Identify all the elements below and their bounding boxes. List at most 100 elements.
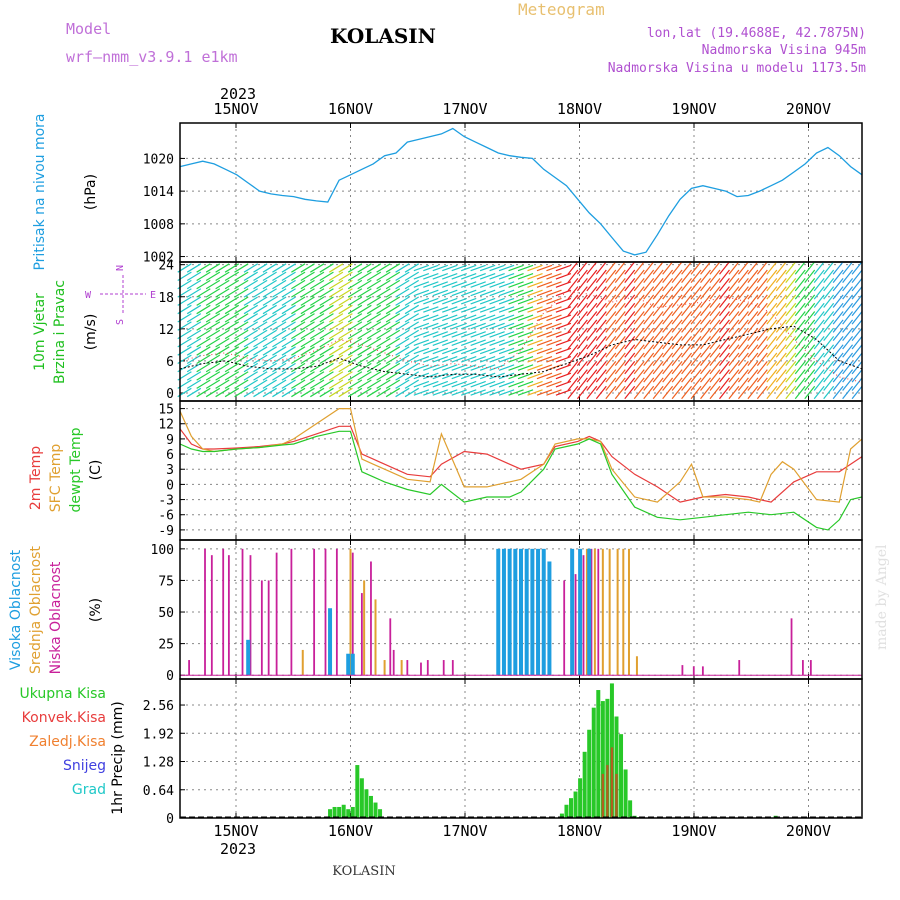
wind-arrow xyxy=(460,355,477,363)
wind-arrow xyxy=(576,261,588,275)
wind-arrow xyxy=(595,302,607,317)
wind-arrow xyxy=(224,304,240,315)
wind-arrow xyxy=(196,304,211,315)
wind-arrow xyxy=(567,269,579,283)
y-tick-label: -6 xyxy=(158,509,174,524)
wind-arrow xyxy=(737,311,749,325)
wind-arrow xyxy=(804,269,816,283)
wind-arrow xyxy=(291,329,306,340)
wind-arrow xyxy=(310,346,325,356)
wind-arrow xyxy=(489,281,505,288)
wind-arrow xyxy=(775,369,787,383)
wind-arrow xyxy=(253,354,268,364)
wind-arrow xyxy=(728,286,740,300)
mid-cloud-bar xyxy=(622,548,625,676)
wind-arrow xyxy=(671,336,683,350)
wind-arrow xyxy=(310,321,325,331)
wind-arrow xyxy=(347,371,363,381)
wind-arrow xyxy=(728,352,740,366)
wind-arrow xyxy=(700,286,711,300)
wind-arrow xyxy=(328,288,344,298)
wind-arrow xyxy=(586,377,598,391)
wind-arrow xyxy=(851,336,863,350)
wind-arrow xyxy=(595,261,607,275)
wind-arrow xyxy=(310,329,325,340)
low-cloud-bar xyxy=(392,649,395,676)
wind-arrow xyxy=(652,319,664,333)
wind-arrow xyxy=(652,369,664,383)
wind-arrow xyxy=(215,321,230,331)
wind-arrow xyxy=(432,272,449,280)
wind-arrow xyxy=(243,362,258,373)
wind-arrow xyxy=(567,294,579,308)
wind-arrow xyxy=(376,346,391,356)
wind-arrow xyxy=(300,379,315,389)
wind-arrow xyxy=(605,344,617,358)
wind-arrow xyxy=(404,379,420,389)
wind-arrow xyxy=(470,322,486,330)
wind-arrow xyxy=(728,344,740,358)
wind-arrow xyxy=(385,304,401,315)
wind-arrow xyxy=(300,346,315,356)
wind-arrow xyxy=(527,314,543,322)
wind-arrow xyxy=(508,306,524,313)
wind-arrow xyxy=(291,313,306,323)
wind-arrow xyxy=(813,269,825,283)
wind-arrow xyxy=(624,385,636,400)
wind-arrow xyxy=(281,346,296,356)
wind-arrow xyxy=(205,288,221,298)
wind-arrow xyxy=(595,277,607,292)
wind-arrow xyxy=(376,271,391,281)
wind-arrow xyxy=(605,385,617,400)
wind-arrow xyxy=(624,261,636,275)
wind-arrow xyxy=(423,364,439,371)
wind-arrow xyxy=(633,277,645,292)
wind-arrow xyxy=(756,344,768,358)
wind-arrow xyxy=(813,360,825,375)
mid-cloud-bar xyxy=(608,548,611,676)
wind-arrow xyxy=(671,277,683,292)
wind-arrow xyxy=(186,354,202,364)
wind-arrow xyxy=(442,272,458,280)
wind-arrow xyxy=(310,288,325,298)
wind-arrow xyxy=(328,304,344,315)
wind-arrow xyxy=(643,277,655,292)
bottom-day-label: 16NOV xyxy=(328,822,373,840)
wind-arrow xyxy=(234,354,249,364)
wind-arrow xyxy=(517,389,534,396)
wind-arrow xyxy=(576,385,588,400)
wind-arrow xyxy=(756,261,768,275)
wind-arrow xyxy=(196,313,211,323)
wind-arrow xyxy=(804,302,816,317)
wind-arrow xyxy=(347,279,363,290)
wind-arrow xyxy=(423,389,439,396)
conv-precip-bar xyxy=(615,773,618,818)
wind-arrow xyxy=(633,385,645,400)
wind-arrow xyxy=(851,377,863,391)
wind-arrow xyxy=(527,339,543,347)
wind-arrow xyxy=(756,311,768,325)
wind-arrow xyxy=(489,364,505,371)
wind-arrow xyxy=(785,277,797,292)
wind-arrow xyxy=(272,371,287,381)
wind-arrow xyxy=(643,261,655,275)
wind-arrow xyxy=(460,339,477,347)
wind-arrow xyxy=(205,263,221,273)
wind-arrow xyxy=(310,263,325,273)
coords-label: lon,lat (19.4688E, 42.7875N) xyxy=(647,26,866,41)
cloud-unit-label: (%) xyxy=(88,598,104,622)
wind-arrow xyxy=(662,369,674,383)
wind-arrow xyxy=(586,344,598,358)
wind-arrow xyxy=(700,269,711,283)
wind-arrow xyxy=(728,311,740,325)
wind-arrow xyxy=(681,336,693,350)
wind-arrow xyxy=(338,321,353,331)
sfc-temp-axis-label: SFC Temp xyxy=(48,444,64,513)
wind-arrow xyxy=(460,331,477,338)
wind-arrow xyxy=(300,288,315,298)
wind-arrow xyxy=(357,354,372,364)
wind-arrow xyxy=(775,327,787,342)
total-precip-bar xyxy=(378,809,383,818)
compass-label-s: S xyxy=(115,319,126,325)
wind-arrow xyxy=(395,313,410,323)
